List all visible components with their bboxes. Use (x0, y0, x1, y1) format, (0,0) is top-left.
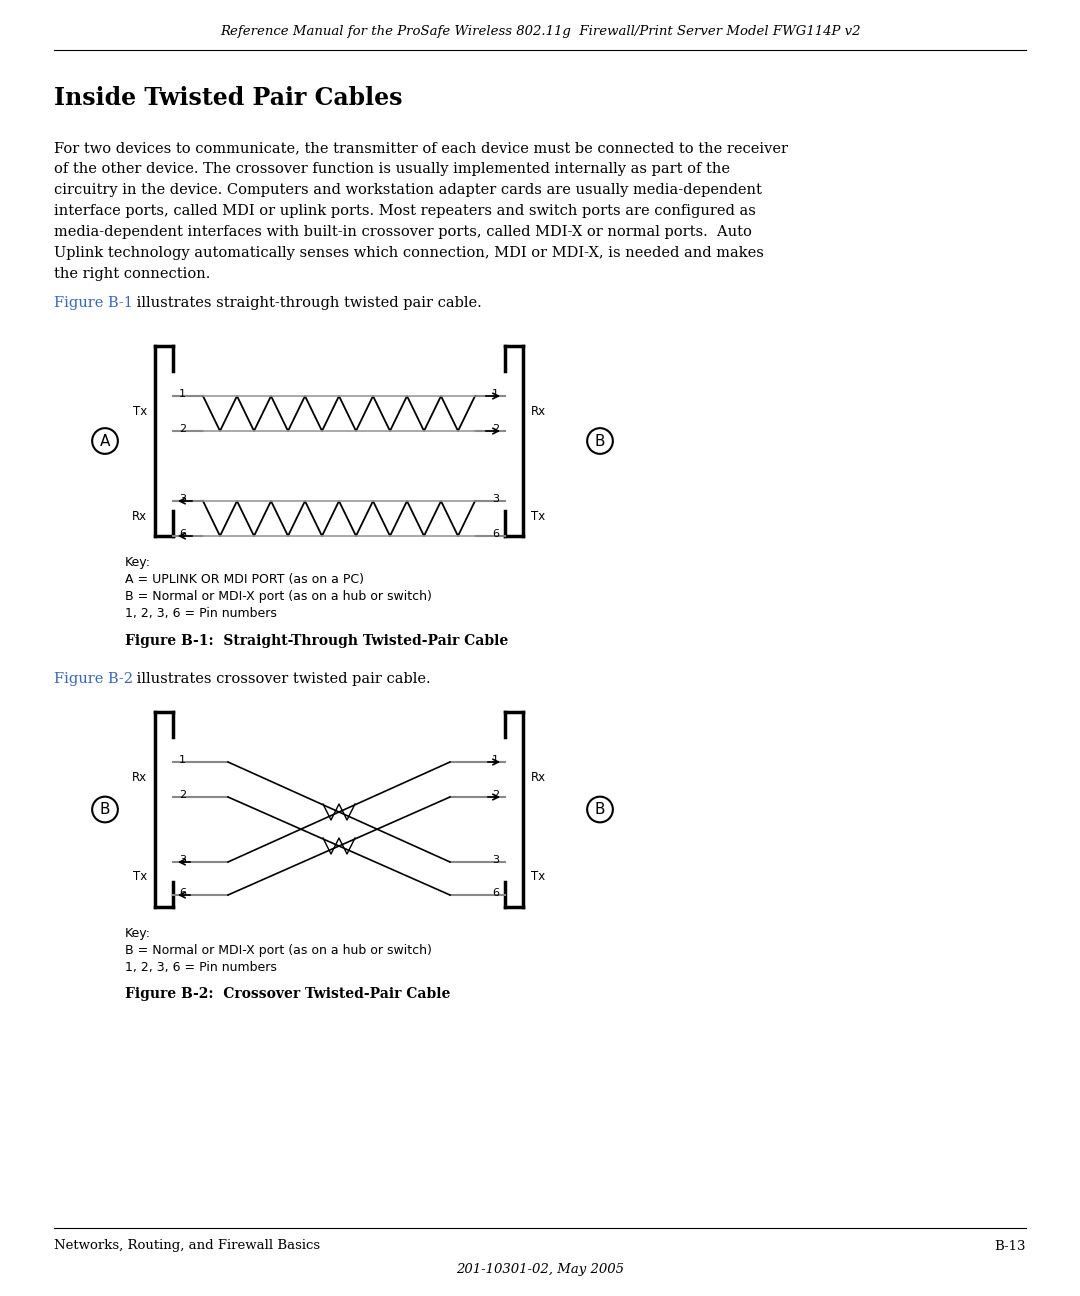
Text: Key:: Key: (125, 927, 151, 940)
Text: For two devices to communicate, the transmitter of each device must be connected: For two devices to communicate, the tran… (54, 141, 788, 156)
Text: illustrates crossover twisted pair cable.: illustrates crossover twisted pair cable… (132, 673, 431, 686)
Text: A: A (99, 433, 110, 448)
Text: Figure B-2: Figure B-2 (54, 673, 133, 686)
Text: circuitry in the device. Computers and workstation adapter cards are usually med: circuitry in the device. Computers and w… (54, 183, 761, 197)
Text: Key:: Key: (125, 556, 151, 569)
Text: 201-10301-02, May 2005: 201-10301-02, May 2005 (456, 1264, 624, 1277)
Text: 3: 3 (492, 855, 499, 864)
Text: 6: 6 (492, 888, 499, 898)
Text: 1, 2, 3, 6 = Pin numbers: 1, 2, 3, 6 = Pin numbers (125, 962, 276, 975)
Text: illustrates straight-through twisted pair cable.: illustrates straight-through twisted pai… (132, 295, 482, 310)
Text: 1, 2, 3, 6 = Pin numbers: 1, 2, 3, 6 = Pin numbers (125, 607, 276, 619)
Text: Figure B-1: Figure B-1 (54, 295, 133, 310)
Text: 6: 6 (179, 888, 186, 898)
Text: Uplink technology automatically senses which connection, MDI or MDI-X, is needed: Uplink technology automatically senses w… (54, 246, 764, 260)
Text: Tx: Tx (133, 404, 147, 419)
Text: B-13: B-13 (995, 1239, 1026, 1252)
Text: 2: 2 (491, 791, 499, 800)
Text: Rx: Rx (132, 511, 147, 524)
Text: 2: 2 (491, 424, 499, 434)
Text: B: B (595, 433, 605, 448)
Text: A = UPLINK OR MDI PORT (as on a PC): A = UPLINK OR MDI PORT (as on a PC) (125, 573, 364, 586)
Text: Tx: Tx (531, 870, 545, 883)
Text: Figure B-1:  Straight-Through Twisted-Pair Cable: Figure B-1: Straight-Through Twisted-Pai… (125, 634, 509, 648)
Text: Tx: Tx (531, 511, 545, 524)
Text: 1: 1 (492, 756, 499, 765)
Text: 2: 2 (179, 424, 186, 434)
Text: media-dependent interfaces with built-in crossover ports, called MDI-X or normal: media-dependent interfaces with built-in… (54, 226, 752, 238)
Text: interface ports, called MDI or uplink ports. Most repeaters and switch ports are: interface ports, called MDI or uplink po… (54, 203, 756, 218)
Text: 1: 1 (179, 756, 186, 765)
Text: Reference Manual for the ProSafe Wireless 802.11g  Firewall/Print Server Model F: Reference Manual for the ProSafe Wireles… (219, 26, 861, 39)
Text: 6: 6 (492, 529, 499, 539)
Text: 3: 3 (179, 855, 186, 864)
Text: Tx: Tx (133, 870, 147, 883)
Text: 6: 6 (179, 529, 186, 539)
Text: B = Normal or MDI-X port (as on a hub or switch): B = Normal or MDI-X port (as on a hub or… (125, 943, 432, 956)
Text: 3: 3 (179, 494, 186, 504)
Text: 1: 1 (179, 389, 186, 399)
Text: the right connection.: the right connection. (54, 267, 211, 281)
Text: 1: 1 (492, 389, 499, 399)
Text: Rx: Rx (531, 771, 546, 784)
Text: B = Normal or MDI-X port (as on a hub or switch): B = Normal or MDI-X port (as on a hub or… (125, 590, 432, 603)
Text: Figure B-2:  Crossover Twisted-Pair Cable: Figure B-2: Crossover Twisted-Pair Cable (125, 988, 450, 1001)
Text: of the other device. The crossover function is usually implemented internally as: of the other device. The crossover funct… (54, 162, 730, 176)
Text: B: B (99, 802, 110, 816)
Text: 2: 2 (179, 791, 186, 800)
Text: Rx: Rx (531, 404, 546, 419)
Text: Rx: Rx (132, 771, 147, 784)
Text: Networks, Routing, and Firewall Basics: Networks, Routing, and Firewall Basics (54, 1239, 320, 1252)
Text: B: B (595, 802, 605, 816)
Text: 3: 3 (492, 494, 499, 504)
Text: Inside Twisted Pair Cables: Inside Twisted Pair Cables (54, 86, 403, 110)
